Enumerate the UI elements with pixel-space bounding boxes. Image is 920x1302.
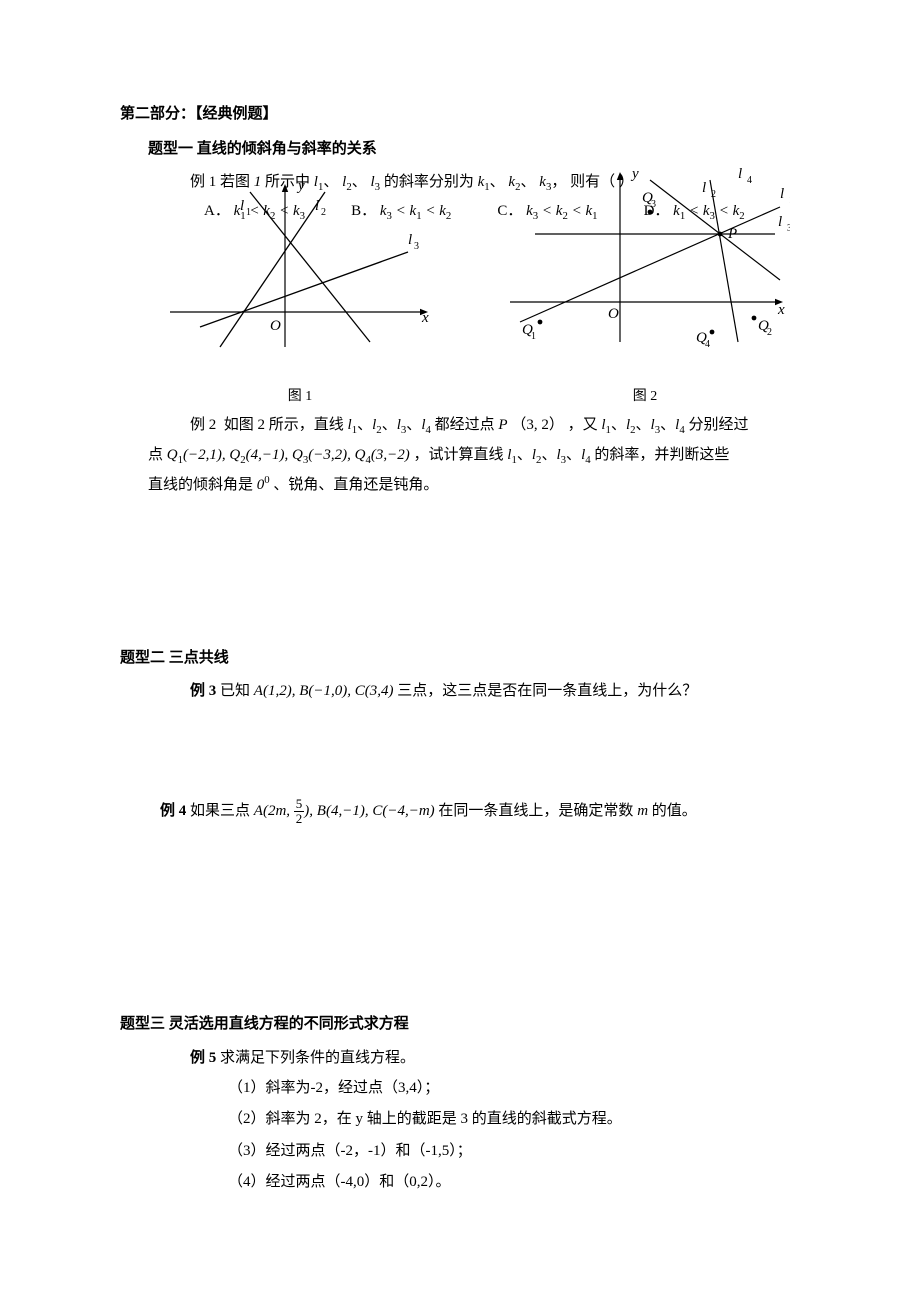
svg-text:1: 1	[246, 207, 251, 218]
ex3-a: 已知	[220, 683, 250, 699]
svg-text:l: l	[240, 198, 244, 214]
svg-text:l: l	[702, 180, 706, 196]
ex2-P: P	[498, 417, 507, 433]
section-title: 第二部分：【经典例题】	[120, 100, 800, 129]
ex5-items: （1）斜率为-2，经过点（3,4）； （2）斜率为 2，在 y 轴上的截距是 3…	[120, 1073, 800, 1199]
ex5-intro: 求满足下列条件的直线方程。	[220, 1050, 415, 1066]
svg-text:2: 2	[767, 327, 772, 338]
ex4-m2: m	[637, 803, 648, 819]
ex4-label: 例 4	[160, 803, 186, 819]
svg-text:2: 2	[321, 207, 326, 218]
ex2-line2: 点 Q1(−2,1), Q2(4,−1), Q3(−3,2), Q4(3,−2)…	[120, 440, 800, 470]
svg-text:P: P	[727, 226, 737, 242]
figures-row: yxOl1l2l3 图 1 yxOPl1l2l3l4Q1Q2Q3Q4 图 2	[120, 172, 800, 402]
ex2-d: 分别经过	[688, 417, 748, 433]
example-5: 例 5 求满足下列条件的直线方程。	[120, 1043, 800, 1073]
ex4-b: 在同一条直线上，是确定常数	[438, 803, 633, 819]
svg-text:y: y	[630, 166, 639, 182]
topic1-title: 题型一 直线的倾斜角与斜率的关系	[120, 135, 800, 164]
figure-1: yxOl1l2l3 图 1	[160, 172, 440, 411]
svg-text:x: x	[777, 302, 785, 318]
ex2-Pc: （3, 2）	[511, 417, 564, 433]
svg-text:l: l	[780, 186, 784, 202]
svg-text:3: 3	[414, 241, 419, 252]
topic2-title: 题型二 三点共线	[120, 644, 800, 673]
example-4: 例 4 如果三点 A(2m, 52), B(4,−1), C(−4,−m) 在同…	[120, 796, 800, 826]
example-2: 例 2 如图 2 所示，直线 l1、l2、l3、l4 都经过点 P （3, 2）…	[120, 410, 800, 440]
ex2-line3: 直线的倾斜角是 00 、锐角、直角还是钝角。	[120, 470, 800, 500]
svg-text:3: 3	[787, 223, 790, 234]
ex5-label: 例 5	[190, 1050, 216, 1066]
ex2-c: ，又	[568, 417, 598, 433]
ex2-b: 都经过点	[435, 417, 495, 433]
svg-text:O: O	[270, 318, 281, 334]
svg-text:4: 4	[705, 339, 710, 350]
svg-text:x: x	[421, 310, 429, 326]
svg-text:3: 3	[651, 199, 656, 210]
ex5-item-4: （4）经过两点（-4,0）和（0,2）。	[228, 1167, 800, 1199]
svg-text:1: 1	[531, 331, 536, 342]
svg-text:2: 2	[711, 189, 716, 200]
ex5-item-2: （2）斜率为 2，在 y 轴上的截距是 3 的直线的斜截式方程。	[228, 1104, 800, 1136]
fig1-caption: 图 1	[160, 384, 440, 411]
figure-2: yxOPl1l2l3l4Q1Q2Q3Q4 图 2	[500, 162, 790, 411]
svg-text:l: l	[408, 232, 412, 248]
ex2-label: 例 2	[190, 417, 216, 433]
example-3: 例 3 已知 A(1,2), B(−1,0), C(3,4) 三点，这三点是否在…	[120, 676, 800, 706]
svg-text:4: 4	[747, 175, 752, 186]
svg-text:1: 1	[789, 195, 790, 206]
svg-text:l: l	[738, 166, 742, 182]
ex4-c: 的值。	[652, 803, 697, 819]
ex5-item-3: （3）经过两点（-2，-1）和（-1,5）；	[228, 1136, 800, 1168]
ex3-label: 例 3	[190, 683, 216, 699]
fig2-caption: 图 2	[500, 384, 790, 411]
ex5-item-1: （1）斜率为-2，经过点（3,4）；	[228, 1073, 800, 1105]
svg-text:l: l	[315, 198, 319, 214]
ex3-b: 三点，这三点是否在同一条直线上，为什么？	[397, 683, 697, 699]
svg-text:O: O	[608, 306, 619, 322]
svg-text:l: l	[778, 214, 782, 230]
svg-text:y: y	[296, 178, 305, 194]
ex4-a: 如果三点	[190, 803, 250, 819]
ex2-a: 如图 2 所示，直线	[224, 417, 344, 433]
topic3-title: 题型三 灵活选用直线方程的不同形式求方程	[120, 1010, 800, 1039]
